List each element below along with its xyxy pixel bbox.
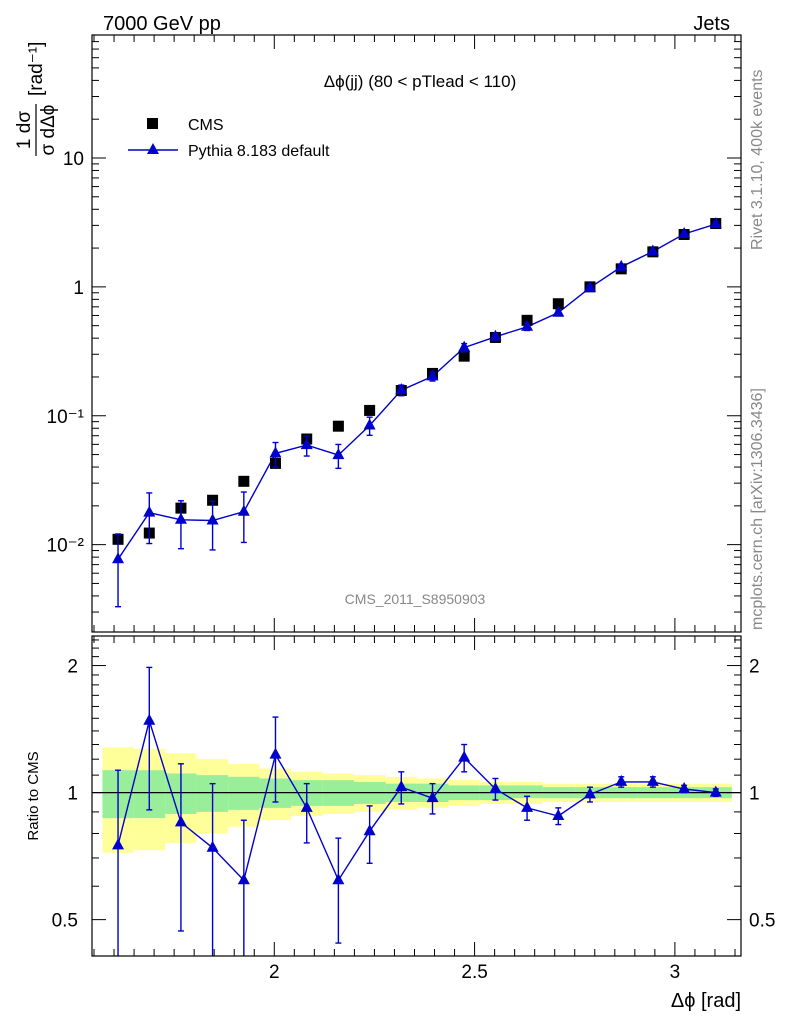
energy-label: 7000 GeV pp <box>103 13 221 35</box>
ratio-point <box>174 815 187 827</box>
ratio-ytick-label: 1 <box>67 784 78 805</box>
ratio-point <box>489 781 502 793</box>
mcplots-label: mcplots.cern.ch [arXiv:1306.3436] <box>749 388 766 630</box>
ratio-series-line <box>117 718 716 882</box>
cms-point <box>207 494 219 506</box>
pythia-point <box>709 217 722 229</box>
legend-pythia-marker <box>147 143 159 154</box>
pythia-point <box>521 319 534 331</box>
main-ylabel: 1 dσ σ dΔϕ [rad⁻¹] <box>14 42 59 156</box>
ratio-ytick-label-right: 1 <box>749 784 760 805</box>
ratio-point <box>300 800 313 812</box>
ratio-point <box>395 780 408 792</box>
pythia-point <box>300 438 313 450</box>
pythia-point <box>143 505 156 517</box>
x-tick-label: 2.5 <box>461 962 487 983</box>
main-ytick-label: 1 <box>73 278 84 299</box>
main-frame <box>91 34 742 633</box>
ratio-band-inner <box>511 785 543 799</box>
ylabel-numerator: 1 dσ <box>14 111 35 149</box>
pythia-point <box>489 329 502 341</box>
ratio-point <box>583 787 596 799</box>
ratio-frame <box>91 635 742 957</box>
pythia-point <box>458 340 471 352</box>
ratio-ylabel: Ratio to CMS <box>25 751 42 840</box>
cms-point <box>332 420 344 432</box>
legend-cms-marker <box>147 118 158 129</box>
cms-point <box>238 475 250 487</box>
cms-point <box>552 298 564 310</box>
pythia-series-line <box>117 223 717 560</box>
main-title: Δϕ(jj) (80 < pTlead < 110) <box>324 72 517 91</box>
pythia-point <box>269 446 282 458</box>
analysis-id-label: CMS_2011_S8950903 <box>345 591 486 607</box>
ratio-point <box>521 800 534 812</box>
pythia-point <box>552 305 565 317</box>
main-panel: 10⁻² 10⁻¹ 1 10 Δϕ(jj) (80 < pTlead < 110) C… <box>14 34 742 633</box>
main-ytick-label: 10⁻² <box>47 536 85 557</box>
legend-cms-label: CMS <box>188 117 224 134</box>
ratio-point <box>646 774 659 786</box>
pythia-point <box>395 383 408 395</box>
rivet-version-label: Rivet 3.1.10, 400k events <box>749 69 766 250</box>
cms-point <box>458 350 470 362</box>
legend-pythia-label: Pythia 8.183 default <box>188 143 330 160</box>
ratio-point <box>552 809 565 821</box>
pythia-point <box>206 513 219 525</box>
ratio-point <box>143 713 156 725</box>
ratio-point <box>426 791 439 803</box>
legend: CMS Pythia 8.183 default <box>128 117 330 160</box>
process-label: Jets <box>693 13 730 35</box>
ratio-point <box>332 873 345 885</box>
ylabel-unit: [rad⁻¹] <box>26 42 47 96</box>
ratio-point <box>112 838 125 850</box>
main-ytick-label: 10 <box>63 149 84 170</box>
ratio-ytick-label: 0.5 <box>52 911 78 932</box>
x-axis-label: Δϕ [rad] <box>671 990 741 1012</box>
ratio-ytick-label-right: 2 <box>749 657 760 678</box>
pythia-point <box>332 448 345 460</box>
x-tick-label: 2 <box>269 962 280 983</box>
ratio-panel: 0.5 0.5 1 1 2 2 2 2.5 3 Ratio to CMS Δϕ [rad] <box>25 635 775 1012</box>
main-ytick-label: 10⁻¹ <box>47 407 85 428</box>
pythia-point <box>646 244 659 256</box>
pythia-point <box>112 552 125 564</box>
ratio-point <box>615 774 628 786</box>
ratio-point <box>458 750 471 762</box>
ratio-point <box>269 747 282 759</box>
ratio-point <box>678 781 691 793</box>
ratio-point <box>206 840 219 852</box>
ratio-point <box>709 785 722 797</box>
ratio-point <box>237 873 250 885</box>
x-tick-label: 3 <box>670 962 681 983</box>
pythia-point <box>678 227 691 239</box>
ratio-ytick-label-right: 0.5 <box>749 911 775 932</box>
pythia-point <box>426 369 439 381</box>
pythia-point <box>174 512 187 524</box>
ratio-point <box>363 824 376 836</box>
pythia-point <box>615 259 628 271</box>
ylabel-denominator: σ dΔϕ <box>38 105 59 156</box>
pythia-point <box>583 280 596 292</box>
pythia-point <box>237 504 250 516</box>
ratio-ytick-label: 2 <box>67 657 78 678</box>
ratio-band-inner <box>228 776 260 810</box>
cms-point <box>364 404 376 416</box>
pythia-point <box>363 418 376 430</box>
